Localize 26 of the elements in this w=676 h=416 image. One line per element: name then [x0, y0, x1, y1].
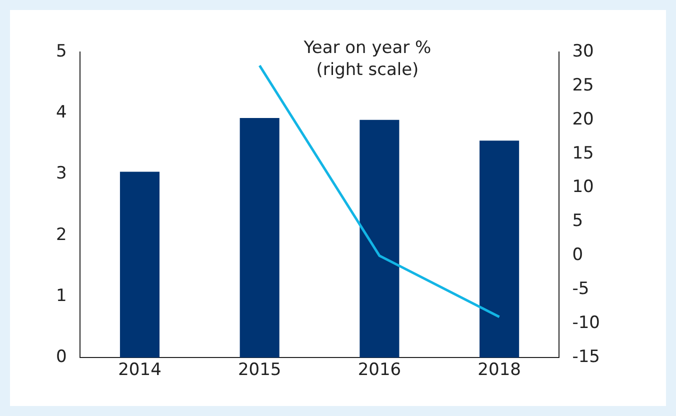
- y-tick-label: 5: [56, 41, 67, 62]
- y-tick-label: 3: [56, 164, 67, 184]
- y2-tick-label: 25: [572, 75, 594, 96]
- y-tick-label: 4: [56, 102, 67, 123]
- y2-tick-label: 20: [572, 109, 594, 130]
- x-tick-label: 2015: [238, 360, 282, 380]
- bar: [120, 172, 160, 358]
- annotation: Year on year %: [302, 38, 432, 58]
- y2-tick-label: -10: [572, 313, 600, 334]
- bar: [360, 120, 400, 358]
- y2-tick-label: 10: [572, 177, 594, 198]
- y-tick-label: 0: [56, 347, 67, 368]
- annotation: (right scale): [316, 60, 419, 80]
- y2-tick-label: 0: [572, 245, 584, 266]
- y-tick-label: 2: [56, 224, 67, 245]
- x-tick-label: 2014: [118, 360, 162, 380]
- y-tick-label: 1: [56, 286, 67, 306]
- y2-tick-label: -15: [572, 347, 600, 368]
- x-tick-label: 2018: [478, 360, 521, 380]
- y2-tick-label: 30: [572, 41, 594, 62]
- y2-tick-label: 5: [572, 211, 584, 232]
- bar: [480, 140, 520, 358]
- y2-tick-label: 15: [572, 143, 594, 164]
- y2-tick-label: -5: [572, 279, 590, 300]
- x-tick-label: 2016: [358, 360, 402, 380]
- bar: [240, 118, 280, 358]
